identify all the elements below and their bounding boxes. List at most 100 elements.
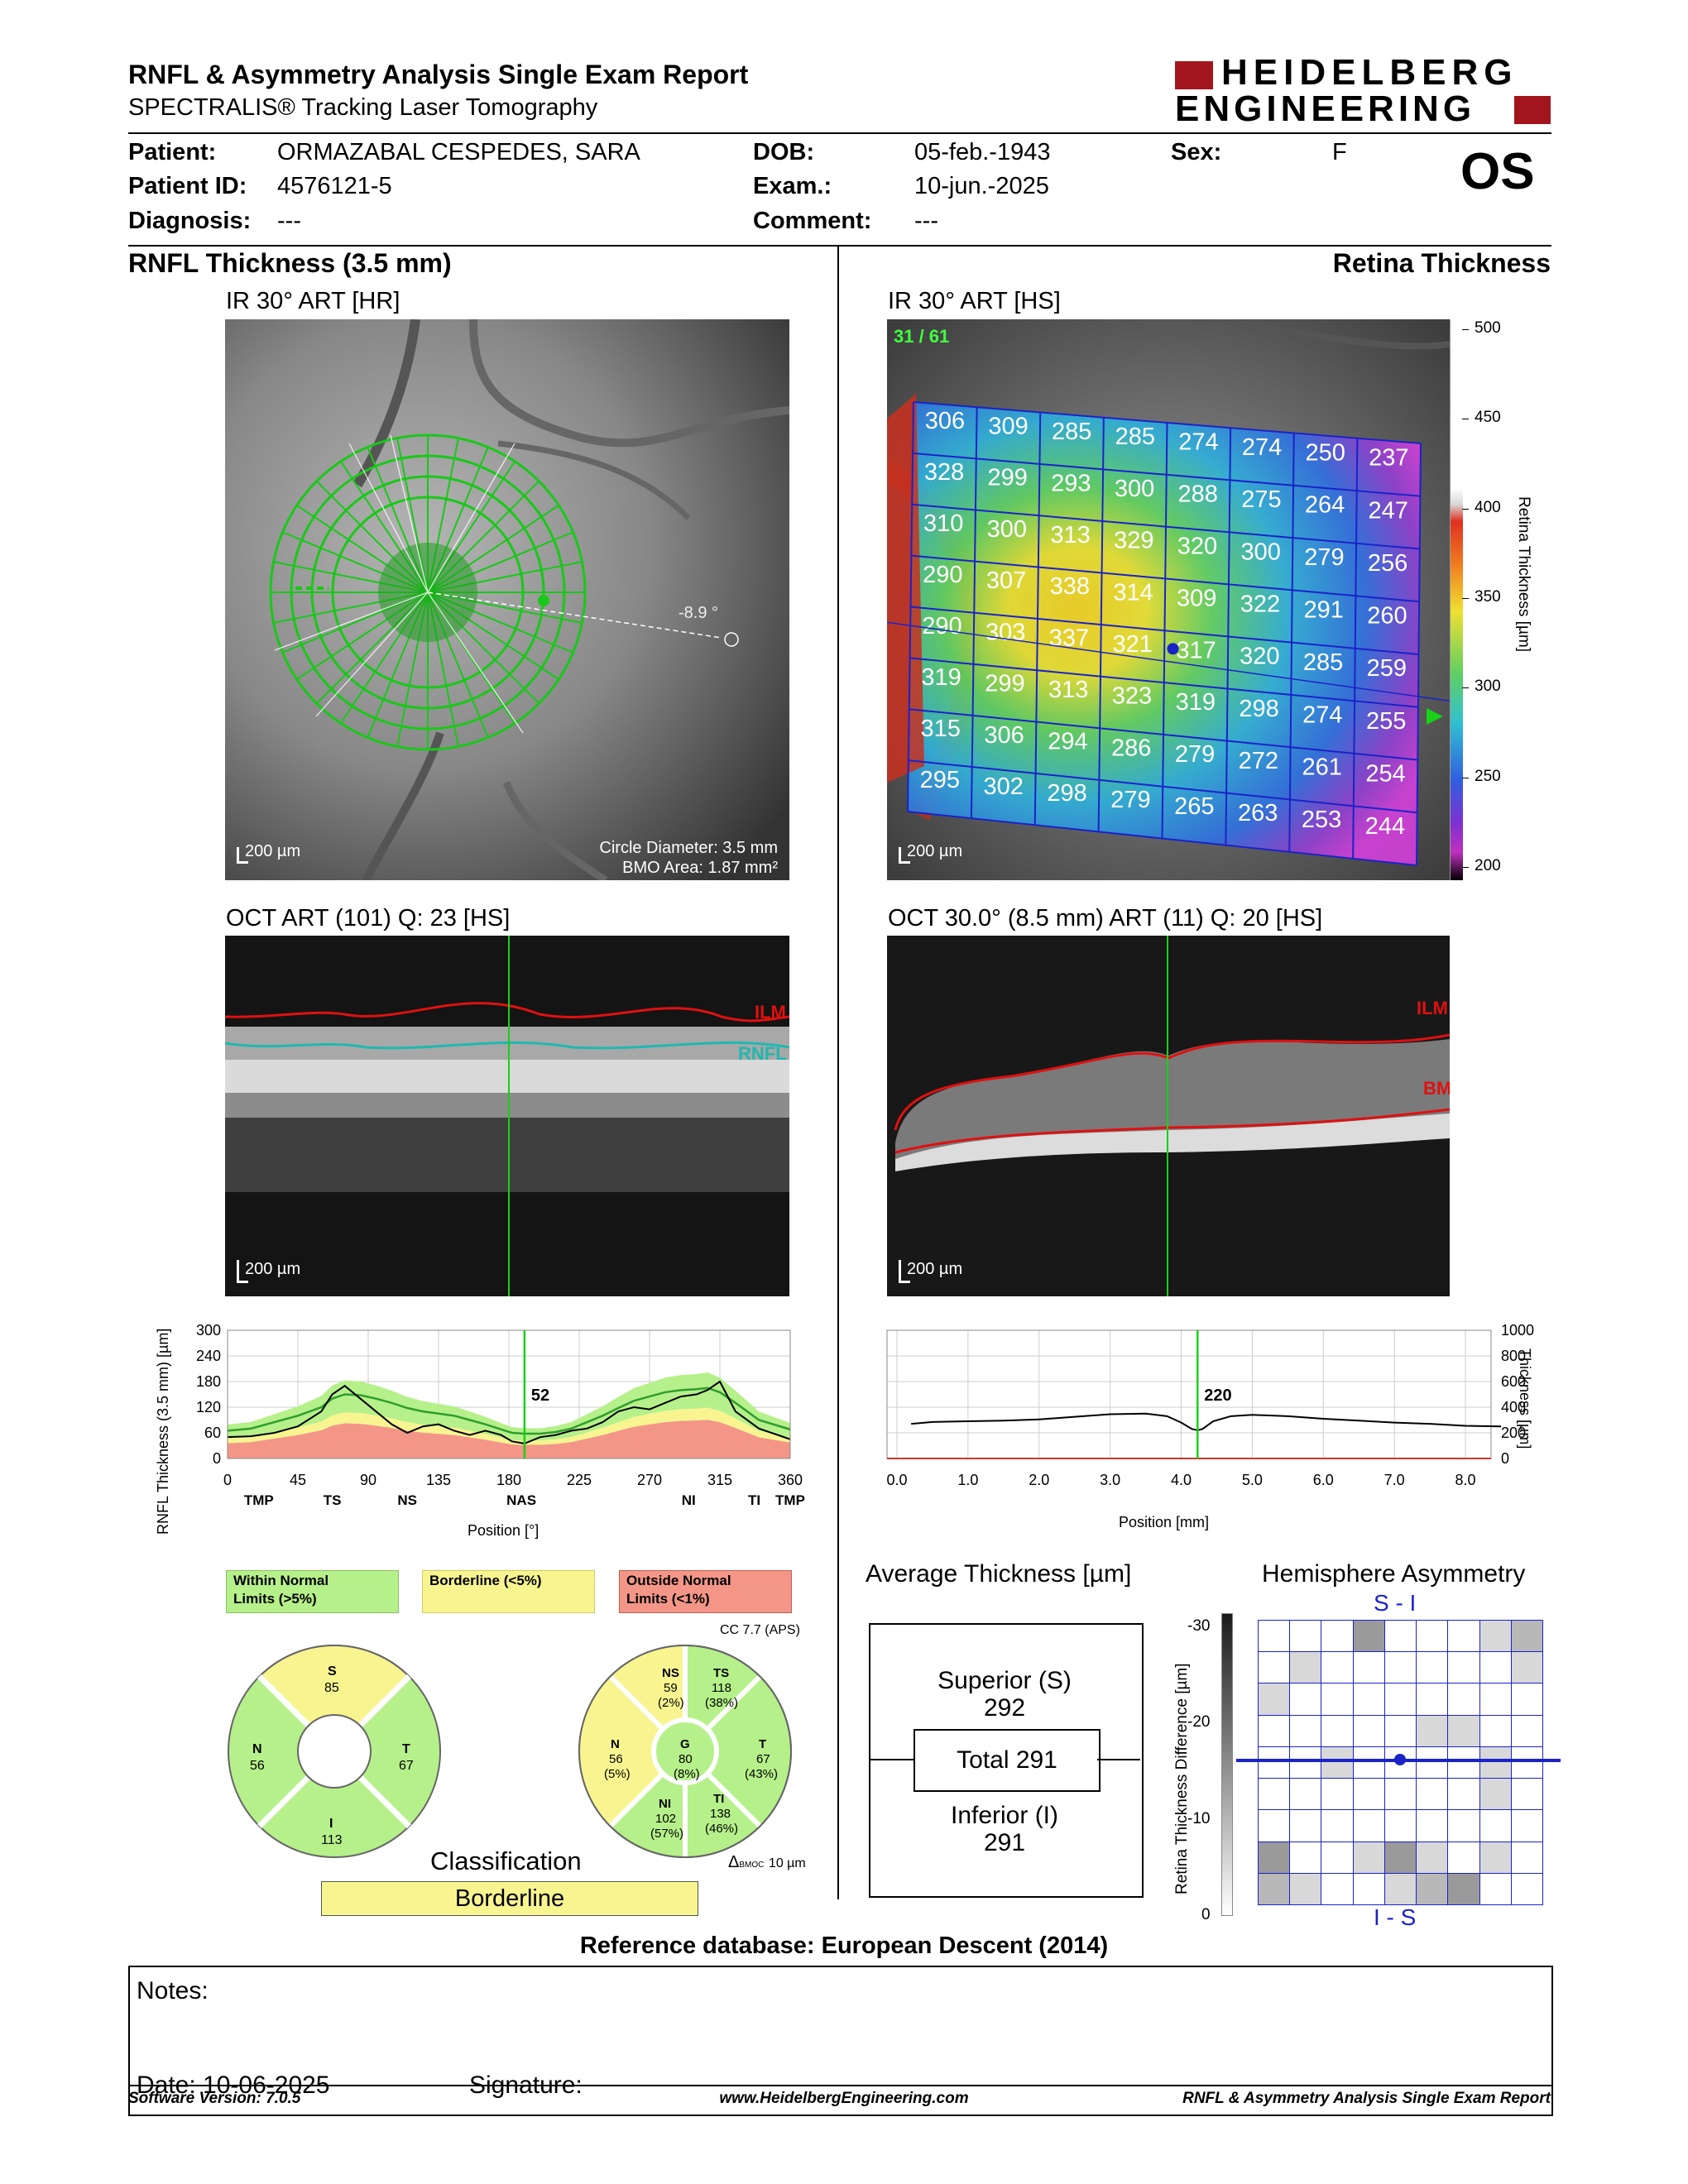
total-value: Total 291 — [914, 1729, 1101, 1792]
sector-ti-pct: (46%) — [705, 1822, 739, 1836]
colorbar-tick: 200 — [1475, 857, 1501, 874]
diagnosis: --- — [277, 208, 301, 234]
y-tick-label: 120 — [196, 1399, 221, 1415]
grid-cell-value: 303 — [985, 619, 1025, 645]
grid-line-h — [909, 708, 1418, 761]
average-thickness-box — [869, 1623, 1144, 1898]
hemi-cell — [1479, 1683, 1512, 1716]
hemi-cell — [1447, 1651, 1480, 1684]
colorbar-tick: 400 — [1475, 498, 1501, 516]
sector-g-label: G — [680, 1737, 690, 1751]
x-tick-label: 7.0 — [1384, 1472, 1405, 1488]
website-link[interactable]: www.HeidelbergEngineering.com — [719, 2090, 969, 2107]
sector-circle — [578, 1645, 792, 1858]
grid-cell-value: 321 — [1113, 631, 1153, 658]
sector-label: TMP — [775, 1492, 805, 1508]
hemi-cell — [1510, 1778, 1543, 1811]
hemi-cell — [1479, 1746, 1512, 1779]
grid-cell-value: 274 — [1242, 434, 1282, 461]
x-tick-label: 180 — [496, 1472, 521, 1488]
quad-n-label: N — [252, 1742, 262, 1756]
colorbar-tick: 450 — [1475, 409, 1501, 427]
ir-fundus-image-right: 306 309 285 285 274 274 250 237 328 299 293 300 288 2… — [887, 319, 1450, 880]
sector-ti-label: TI — [713, 1792, 725, 1806]
retina-chart-xlabel: Position [mm] — [1119, 1514, 1210, 1530]
y-tick-label: 0 — [1501, 1450, 1509, 1467]
borderline-band — [228, 1407, 790, 1445]
grid-cell-value: 291 — [1304, 597, 1344, 624]
ir-left-label: IR 30° ART [HR] — [226, 288, 400, 314]
grid-cell-value: 310 — [923, 510, 963, 537]
retina-thickness-grid: 306 309 285 285 274 274 250 237 328 299 293 300 288 2… — [887, 401, 1450, 866]
grid-cell-value: 320 — [1240, 644, 1279, 670]
x-tick-label: 45 — [290, 1472, 306, 1488]
hemi-cell — [1321, 1714, 1354, 1747]
retina-thickness-line — [911, 1412, 1502, 1431]
hemi-cell — [1289, 1778, 1322, 1811]
circle-diameter: Circle Diameter: 3.5 mm — [599, 839, 778, 857]
grid-cell-value: 285 — [1052, 419, 1091, 445]
grid-cell-value: 299 — [985, 671, 1024, 697]
hemi-cell — [1479, 1620, 1512, 1653]
grid-cell-value: 300 — [1240, 539, 1280, 565]
grid-cell-value: 286 — [1111, 735, 1151, 761]
sector-g-pct: (8%) — [674, 1767, 700, 1781]
sector-ni-pct: (57%) — [650, 1827, 684, 1841]
ir-fundus-image-left: -8.9 ° 200 µm Circle Diameter: 3.5 mm BM… — [225, 319, 789, 880]
hemi-cell — [1258, 1746, 1291, 1779]
x-tick-label: 360 — [778, 1472, 803, 1488]
rnfl-section-title: RNFL Thickness (3.5 mm) — [128, 248, 452, 278]
hemi-cell — [1289, 1872, 1322, 1905]
grid-cell-value: 288 — [1178, 481, 1218, 508]
hemi-cell — [1321, 1651, 1354, 1684]
sector-label: NAS — [506, 1492, 536, 1508]
hemi-cell — [1289, 1651, 1322, 1684]
oct-scale-left: 200 µm — [245, 1260, 301, 1278]
grid-cell-value: 313 — [1048, 677, 1088, 703]
quad-i-label: I — [329, 1817, 333, 1831]
grid-cell-value: 328 — [924, 459, 964, 486]
cursor-value: 220 — [1204, 1387, 1231, 1405]
hemi-cell — [1352, 1651, 1385, 1684]
x-tick-label: 6.0 — [1313, 1472, 1334, 1488]
grid-cell-value: 290 — [923, 562, 962, 588]
grid-cell-value: 322 — [1240, 591, 1280, 617]
grid-cell-value: 307 — [986, 568, 1026, 594]
grid-cell-value: 263 — [1238, 800, 1278, 826]
x-tick-label: 90 — [360, 1472, 376, 1488]
scale-bar-right: 200 µm — [907, 842, 963, 860]
grid-cell-value: 298 — [1239, 696, 1278, 722]
hemi-cell — [1321, 1872, 1354, 1905]
hemi-cell — [1416, 1778, 1449, 1811]
scale-bar-left: 200 µm — [245, 842, 301, 860]
grid-cell-value: 285 — [1115, 424, 1155, 450]
comment: --- — [914, 208, 938, 234]
angle-label: -8.9 ° — [679, 604, 719, 622]
quadrant-circle — [228, 1645, 441, 1858]
y-tick-label: 800 — [1501, 1348, 1526, 1364]
cc-label: CC 7.7 (APS) — [720, 1623, 800, 1637]
sector-ni-value: 102 — [655, 1812, 677, 1826]
hemisphere-grid — [1258, 1620, 1543, 1905]
y-tick-label: 0 — [213, 1450, 221, 1467]
grid-line-v — [1416, 443, 1422, 866]
x-tick-label: 4.0 — [1171, 1472, 1192, 1488]
hemi-tick-20: -20 — [1187, 1713, 1211, 1731]
grid-cell-value: 274 — [1178, 429, 1218, 456]
colorbar-tick: 350 — [1475, 588, 1501, 606]
y-tick-label: 180 — [196, 1373, 221, 1390]
plot-frame — [886, 1329, 1492, 1459]
sex: F — [1332, 139, 1347, 165]
quad-s-label: S — [328, 1664, 337, 1679]
notes-label: Notes: — [137, 1977, 209, 2004]
hemi-cell — [1321, 1841, 1354, 1874]
hemi-cell — [1289, 1620, 1322, 1653]
hemi-cell — [1416, 1620, 1449, 1653]
hemi-cell — [1447, 1746, 1480, 1779]
sector-label: TI — [748, 1492, 760, 1508]
hemi-cell — [1383, 1841, 1417, 1874]
hemi-cell — [1416, 1809, 1449, 1842]
footer-report-name: RNFL & Asymmetry Analysis Single Exam Re… — [1182, 2090, 1551, 2107]
grid-cell-value: 315 — [921, 716, 961, 742]
sector-t-pct: (43%) — [745, 1767, 779, 1781]
